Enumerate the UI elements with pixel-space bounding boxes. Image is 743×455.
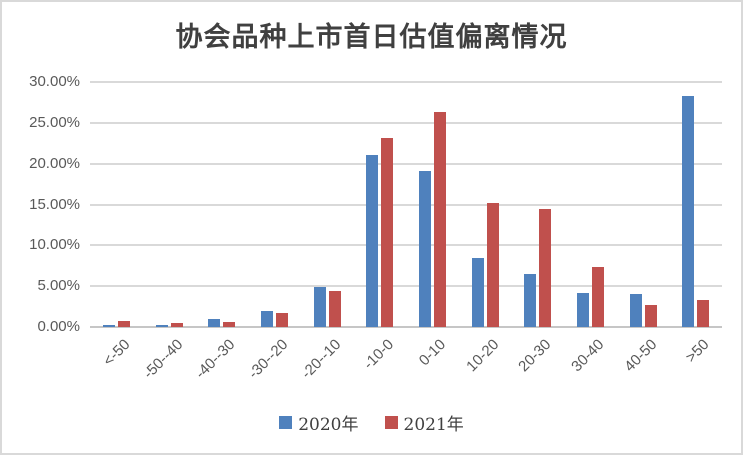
bar-2020年-10-20 bbox=[471, 258, 484, 327]
bar-2020年--30--20 bbox=[260, 311, 273, 327]
x-tick-label: -10-0 bbox=[359, 336, 397, 373]
x-tick-label: 20-30 bbox=[515, 336, 555, 376]
bar-2020年-40-50 bbox=[629, 294, 642, 327]
bar-2021年--30--20 bbox=[275, 313, 288, 327]
gridline bbox=[90, 121, 722, 124]
gridline bbox=[90, 162, 722, 165]
bar-2020年-0-10 bbox=[418, 171, 431, 327]
bar-2020年->50 bbox=[682, 95, 695, 327]
y-tick-label: 5.00% bbox=[37, 277, 80, 295]
legend-item-2021: 2021年 bbox=[384, 410, 464, 435]
bar-2021年--50--40 bbox=[170, 322, 183, 327]
legend: 2020年 2021年 bbox=[2, 410, 741, 435]
y-tick-label: 30.00% bbox=[29, 73, 80, 90]
bar-2021年-0-10 bbox=[433, 112, 446, 327]
x-tick-label: -30--20 bbox=[245, 336, 292, 383]
y-tick-label: 0.00% bbox=[37, 318, 80, 335]
legend-swatch-2020 bbox=[279, 416, 293, 429]
bar-2020年--20--10 bbox=[313, 286, 326, 327]
x-tick-label: 0-10 bbox=[416, 336, 450, 370]
bar-2020年--50--40 bbox=[155, 324, 168, 327]
bar-2020年--40--30 bbox=[208, 318, 221, 327]
bar-2021年-10-20 bbox=[486, 202, 499, 327]
x-tick-label: 10-20 bbox=[462, 336, 503, 376]
x-tick-label: -40--30 bbox=[192, 336, 239, 383]
y-tick-label: 15.00% bbox=[29, 195, 80, 213]
y-tick-label: 10.00% bbox=[29, 236, 80, 254]
bar-2021年-30-40 bbox=[591, 267, 604, 327]
bar-2021年--20--10 bbox=[328, 291, 341, 327]
y-tick-label: 20.00% bbox=[29, 154, 80, 172]
bar-2020年-30-40 bbox=[576, 292, 589, 327]
x-tick-label: >50 bbox=[682, 336, 713, 367]
x-tick-label: -50--40 bbox=[139, 336, 187, 383]
gridline bbox=[90, 244, 722, 247]
y-tick-label: 25.00% bbox=[29, 113, 80, 131]
x-tick-label: <-50 bbox=[99, 336, 134, 370]
bar-2020年-20-30 bbox=[524, 273, 537, 327]
legend-label-2020: 2020年 bbox=[298, 415, 359, 435]
bar-2021年-40-50 bbox=[644, 304, 657, 327]
bar-2020年--10-0 bbox=[366, 154, 379, 327]
x-tick-label: -20--10 bbox=[297, 336, 345, 383]
gridline bbox=[90, 285, 722, 288]
legend-swatch-2021 bbox=[384, 416, 398, 429]
bar-2021年->50 bbox=[697, 300, 710, 327]
bar-2021年--40--30 bbox=[223, 322, 236, 327]
legend-label-2021: 2021年 bbox=[403, 415, 464, 435]
bar-2021年--10-0 bbox=[381, 137, 394, 327]
legend-item-2020: 2020年 bbox=[279, 410, 359, 435]
x-axis-line bbox=[90, 326, 722, 328]
bar-2021年-<-50 bbox=[117, 321, 130, 327]
x-tick-label: 30-40 bbox=[568, 336, 608, 376]
gridline bbox=[90, 203, 722, 206]
bar-2020年-<-50 bbox=[102, 324, 115, 327]
gridline bbox=[90, 81, 722, 83]
chart-title: 协会品种上市首日估值偏离情况 bbox=[175, 22, 568, 53]
bar-2021年-20-30 bbox=[539, 209, 552, 327]
x-tick-label: 40-50 bbox=[620, 336, 661, 376]
